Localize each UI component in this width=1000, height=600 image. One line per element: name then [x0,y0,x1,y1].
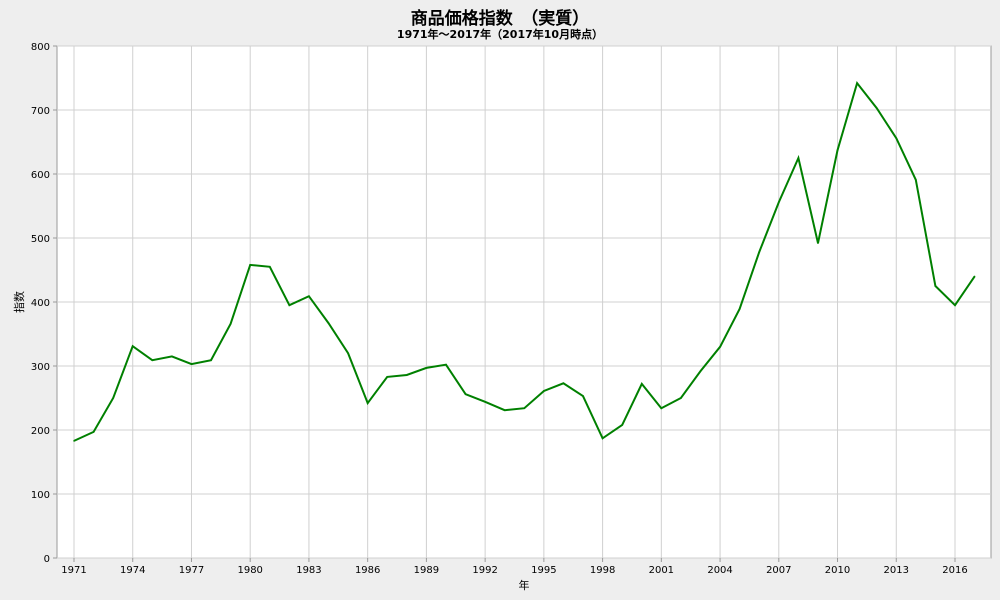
data-point [719,346,721,348]
data-point [268,266,271,268]
x-tick-label: 1998 [590,565,615,576]
chart-title: 商品価格指数 （実質） [410,9,590,29]
x-axis-label: 年 [519,578,530,592]
data-point [445,363,447,366]
y-tick-label: 400 [31,298,50,309]
x-tick-label: 1995 [531,565,556,576]
data-point [836,149,839,152]
y-tick-label: 300 [31,362,50,373]
data-point [288,304,291,307]
data-point [327,322,330,324]
data-point [621,424,623,426]
x-tick-label: 2010 [825,565,850,576]
x-tick-label: 2016 [942,565,967,576]
data-point [131,345,134,347]
data-point [973,275,976,278]
chart-subtitle: 1971年～2017年（2017年10月時点） [396,28,604,41]
data-point [366,402,369,404]
data-point [484,401,486,403]
y-tick-label: 200 [31,426,50,437]
data-point [856,82,858,84]
data-point [601,437,604,440]
data-point [308,295,310,298]
y-axis-label: 指数 [12,291,26,313]
data-point [954,304,956,307]
y-tick-label: 500 [31,234,50,245]
data-point [562,382,565,385]
data-point [797,157,800,159]
data-point [915,178,917,181]
data-point [210,359,212,362]
data-point [112,397,114,399]
x-tick-label: 1986 [355,565,380,576]
x-tick-label: 1980 [237,565,262,576]
y-tick-label: 700 [31,106,50,117]
data-point [640,383,643,385]
x-tick-label: 1974 [120,565,145,576]
x-tick-label: 2001 [649,565,674,576]
y-tick-label: 800 [31,42,50,53]
x-tick-label: 2004 [707,565,732,576]
y-tick-label: 600 [31,170,50,181]
data-point [934,285,937,287]
data-point [523,407,526,410]
data-point [503,409,506,411]
data-point [464,393,467,395]
data-point [406,374,408,376]
data-point [249,264,251,266]
data-point [543,390,545,392]
y-tick-label: 100 [31,490,50,501]
data-point [778,201,780,203]
data-point [758,251,761,253]
data-point [895,137,898,139]
x-tick-label: 1977 [179,565,204,576]
data-point [73,440,75,442]
x-tick-label: 1989 [414,565,439,576]
data-point [386,376,389,378]
x-tick-label: 1971 [61,565,86,576]
data-point [425,367,428,369]
x-tick-label: 2007 [766,565,791,576]
data-point [582,395,584,397]
y-tick-label: 0 [44,554,50,565]
data-point [660,407,663,410]
x-tick-label: 1983 [296,565,321,576]
data-point [738,308,741,310]
data-point [190,363,193,365]
data-point [171,355,173,358]
data-point [92,431,95,433]
data-point [151,359,154,362]
data-point [229,322,232,325]
data-point [699,370,702,372]
data-point [347,352,349,355]
data-point [680,397,682,399]
x-tick-label: 1992 [472,565,497,576]
x-tick-label: 2013 [884,565,909,576]
data-point [817,242,819,244]
data-point [875,107,878,109]
